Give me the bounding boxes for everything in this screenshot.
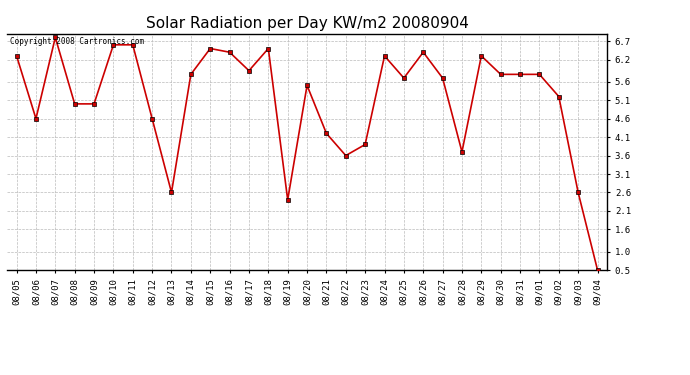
- Title: Solar Radiation per Day KW/m2 20080904: Solar Radiation per Day KW/m2 20080904: [146, 16, 469, 31]
- Text: Copyright 2008 Cartronics.com: Copyright 2008 Cartronics.com: [10, 37, 144, 46]
